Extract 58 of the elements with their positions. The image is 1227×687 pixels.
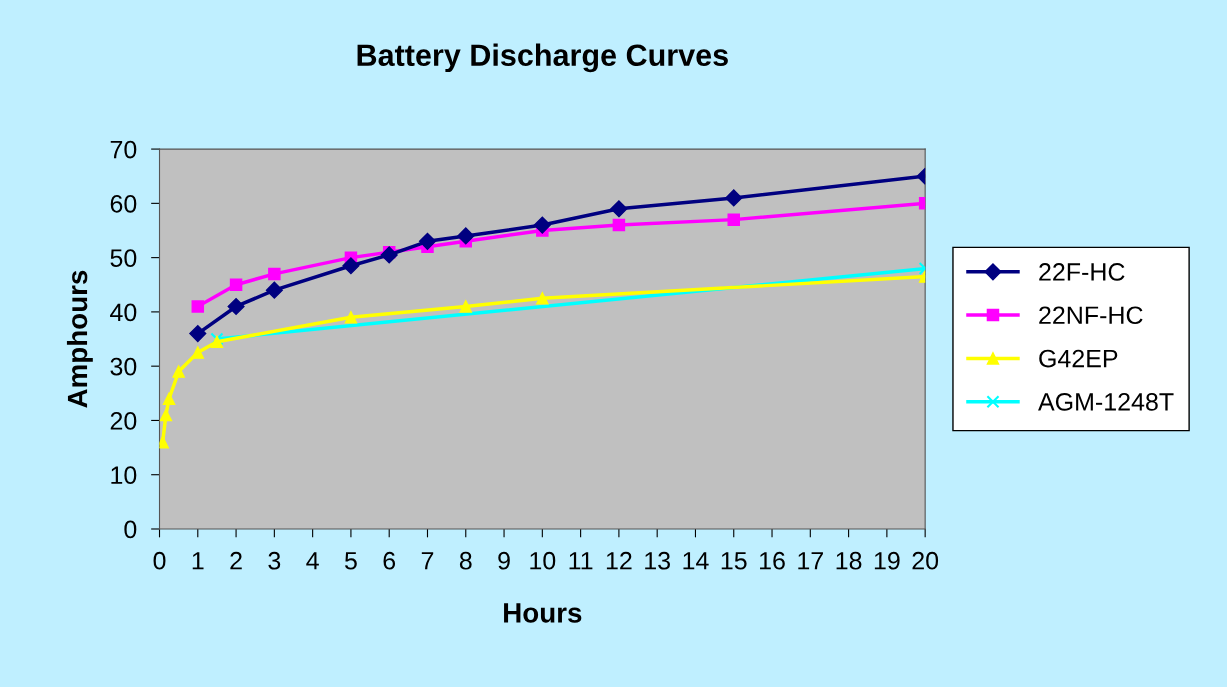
x-tick-label: 1	[192, 552, 204, 570]
point	[459, 300, 473, 313]
legend-label: 22F-HC	[1039, 263, 1125, 281]
x-tick-label: 18	[836, 551, 862, 570]
y-tick-label: 20	[110, 412, 137, 430]
x-tick-label: 13	[645, 551, 670, 570]
x-tick-label: 16	[760, 551, 785, 570]
x-tick-label: 15	[721, 552, 747, 570]
point	[610, 200, 628, 218]
x-tick-label: 7	[421, 552, 434, 570]
point	[191, 346, 205, 359]
x-axis-title: Hours	[504, 603, 582, 623]
x-tick-label: 12	[606, 551, 632, 570]
point	[172, 365, 185, 378]
point	[227, 297, 245, 316]
y-axis-title: Amphours	[66, 270, 93, 408]
y-tick-label: 70	[110, 140, 137, 159]
legend-label: G42EP	[1039, 349, 1118, 368]
y-tick-label: 10	[111, 466, 137, 485]
point	[725, 189, 743, 207]
point	[189, 325, 207, 343]
y-tick-label: 40	[110, 303, 137, 322]
point	[162, 392, 176, 405]
point	[457, 227, 475, 245]
chart-title: Battery Discharge Curves	[357, 43, 728, 73]
x-tick-label: 0	[153, 551, 166, 570]
x-tick-label: 2	[230, 551, 242, 570]
y-tick-label: 50	[110, 249, 137, 267]
x-tick-label: 11	[569, 552, 593, 570]
x-tick-label: 14	[683, 552, 709, 570]
point	[191, 300, 205, 313]
x-tick-label: 5	[344, 552, 357, 570]
x-tick-label: 20	[912, 551, 939, 570]
point	[344, 311, 358, 324]
legend-label: AGM-1248T	[1038, 393, 1174, 411]
x-tick-label: 8	[459, 551, 472, 570]
point	[159, 408, 173, 422]
x-tick-label: 17	[798, 552, 823, 570]
point	[268, 267, 281, 281]
point	[342, 257, 360, 275]
y-tick-label: 30	[110, 357, 137, 376]
point	[229, 278, 243, 292]
x-tick-label: 3	[268, 551, 281, 570]
point	[265, 281, 283, 299]
y-tick-label: 60	[110, 194, 137, 213]
point	[380, 246, 398, 264]
x-tick-label: 19	[874, 551, 900, 570]
point	[418, 232, 437, 250]
point	[533, 216, 551, 234]
legend-label: 22NF-HC	[1039, 306, 1143, 325]
point	[727, 213, 740, 226]
point	[612, 218, 626, 232]
y-tick-label: 0	[124, 520, 137, 539]
x-tick-label: 9	[498, 551, 510, 570]
x-tick-label: 4	[306, 552, 319, 570]
x-tick-label: 10	[530, 551, 556, 570]
x-tick-label: 6	[383, 551, 396, 570]
point	[536, 292, 549, 305]
